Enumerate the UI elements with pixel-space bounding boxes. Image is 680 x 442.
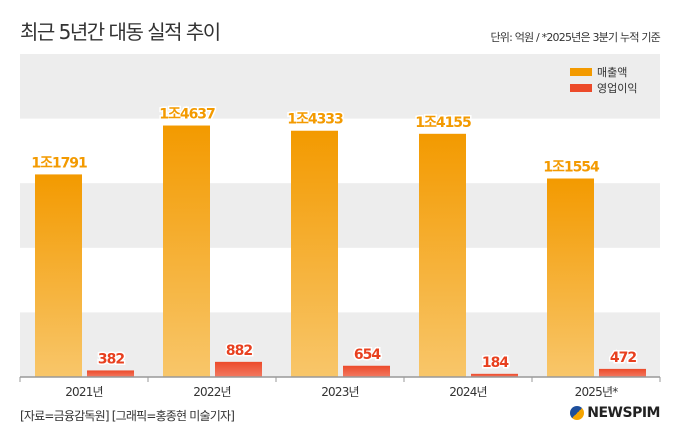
bar-profit bbox=[599, 368, 646, 377]
bar-profit bbox=[87, 370, 134, 377]
data-label-profit: 882 bbox=[226, 343, 252, 359]
legend-swatch bbox=[570, 84, 592, 92]
data-label-sales: 1조1791 bbox=[31, 155, 87, 171]
data-label-sales: 1조1554 bbox=[543, 159, 600, 175]
data-label-sales: 1조4155 bbox=[415, 115, 471, 131]
legend-label: 영업이익 bbox=[597, 82, 637, 95]
data-label-sales: 1조4637 bbox=[159, 107, 215, 123]
data-label-profit: 472 bbox=[610, 350, 636, 366]
data-label-sales: 1조4333 bbox=[287, 112, 343, 128]
source-credit: [자료=금융감독원] [그래픽=홍종현 미술기자] bbox=[20, 409, 235, 423]
data-label-profit: 382 bbox=[98, 351, 124, 367]
x-tick-label: 2022년 bbox=[193, 385, 231, 399]
x-tick-label: 2025년* bbox=[575, 385, 619, 399]
x-tick-label: 2023년 bbox=[321, 385, 359, 399]
bar-profit bbox=[471, 373, 518, 377]
data-label-profit: 184 bbox=[482, 355, 509, 371]
bar-sales bbox=[35, 174, 82, 377]
unit-note: 단위: 억원 / *2025년은 3분기 누적 기준 bbox=[490, 31, 660, 44]
bar-sales bbox=[291, 130, 338, 377]
bar-sales bbox=[419, 133, 466, 377]
legend-label: 매출액 bbox=[597, 66, 627, 79]
legend-swatch bbox=[570, 68, 592, 76]
data-label-profit: 654 bbox=[354, 347, 381, 363]
bar-profit bbox=[215, 361, 262, 377]
x-tick-label: 2024년 bbox=[449, 385, 487, 399]
bar-sales bbox=[163, 125, 210, 377]
chart-title: 최근 5년간 대동 실적 추이 bbox=[20, 20, 221, 44]
x-tick-label: 2021년 bbox=[65, 385, 103, 399]
newspim-logo: NEWSPIM bbox=[570, 405, 660, 421]
bar-profit bbox=[343, 365, 390, 377]
bar-sales bbox=[547, 178, 594, 377]
logo-text: NEWSPIM bbox=[587, 405, 660, 421]
grid-band bbox=[20, 54, 660, 119]
logo-icon bbox=[570, 406, 585, 420]
